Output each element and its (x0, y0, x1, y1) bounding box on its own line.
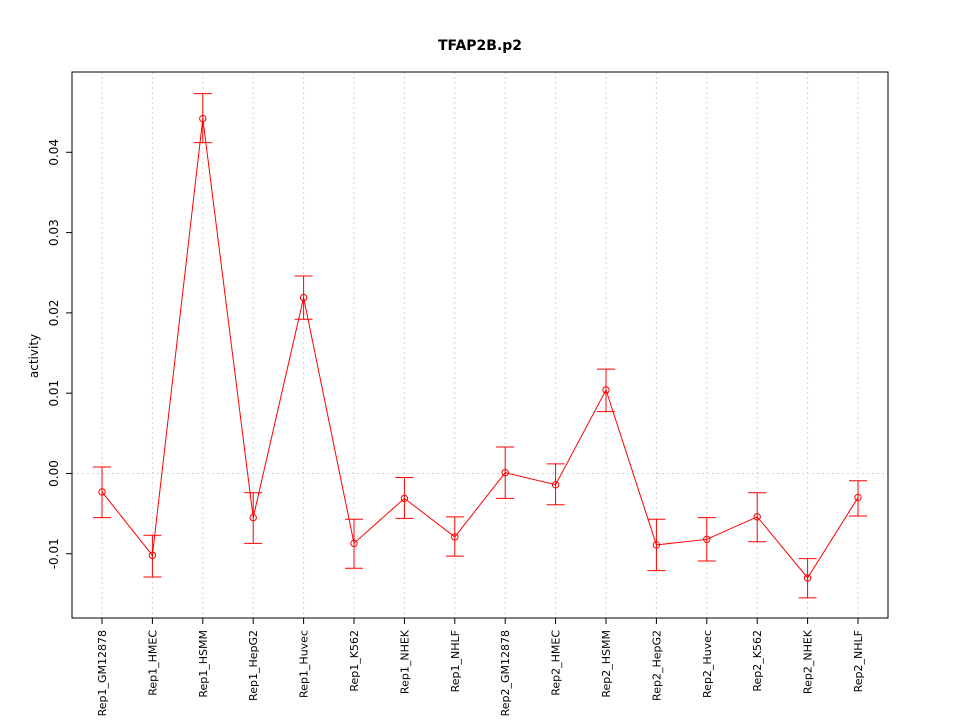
x-tick-label: Rep1_HepG2 (247, 630, 260, 701)
data-point (249, 513, 257, 522)
data-point (451, 533, 459, 541)
data-point (803, 574, 812, 582)
x-tick-label: Rep1_NHEK (398, 629, 411, 694)
data-point (299, 293, 308, 302)
x-tick-label: Rep2_HMEC (550, 630, 563, 696)
data-point (551, 481, 560, 489)
y-axis-label: activity (27, 334, 41, 378)
data-point (602, 386, 610, 394)
data-point (148, 551, 157, 560)
grid (101, 72, 859, 618)
x-tick-label: Rep1_K562 (348, 630, 361, 692)
x-tick-label: Rep2_HepG2 (650, 630, 663, 701)
x-tick-label: Rep2_GM12878 (499, 630, 512, 716)
x-tick-label: Rep1_NHLF (449, 630, 462, 692)
data-point (199, 114, 207, 123)
series-line (101, 118, 859, 579)
chart-title: TFAP2B.p2 (438, 38, 522, 54)
x-tick-label: Rep1_Huvec (298, 630, 311, 698)
x-tick-label: Rep2_NHLF (852, 630, 865, 692)
data-point (703, 535, 711, 544)
y-tick-label: 0.03 (47, 219, 61, 246)
data-point (400, 494, 409, 503)
x-tick-label: Rep2_HSMM (600, 630, 613, 698)
y-tick-label: 0.02 (47, 300, 61, 327)
data-point (98, 488, 106, 496)
x-tick-label: Rep1_HSMM (197, 630, 210, 698)
data-point (854, 493, 862, 502)
x-axis: Rep1_GM12878 Rep1_HMEC Rep1_HSMM Rep1_HepG2… (96, 618, 865, 716)
x-tick-label: Rep1_GM12878 (96, 630, 109, 716)
y-axis: -0.01 0.00 0.01 0.02 0.03 0.04 (47, 139, 73, 569)
x-tick-label: Rep2_Huvec (701, 630, 714, 698)
x-tick-label: Rep2_K562 (751, 630, 764, 692)
y-tick-label: 0.01 (47, 380, 61, 407)
plot-frame (71, 71, 889, 619)
series (93, 93, 867, 599)
x-tick-label: Rep2_NHEK (802, 629, 815, 694)
data-point (501, 468, 509, 477)
y-tick-label: -0.01 (47, 538, 61, 569)
data-point (652, 541, 661, 549)
y-tick-label: 0.00 (47, 460, 61, 487)
y-tick-label: 0.04 (47, 139, 61, 166)
x-tick-label: Rep1_HMEC (146, 630, 159, 696)
data-point (753, 513, 761, 521)
data-point (350, 539, 358, 548)
